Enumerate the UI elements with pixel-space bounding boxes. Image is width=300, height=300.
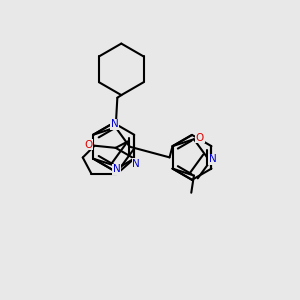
Text: O: O <box>196 133 204 143</box>
Text: N: N <box>113 164 121 174</box>
Text: O: O <box>85 140 93 150</box>
Text: N: N <box>208 154 216 164</box>
Text: N: N <box>132 158 140 169</box>
Text: N: N <box>111 119 119 129</box>
